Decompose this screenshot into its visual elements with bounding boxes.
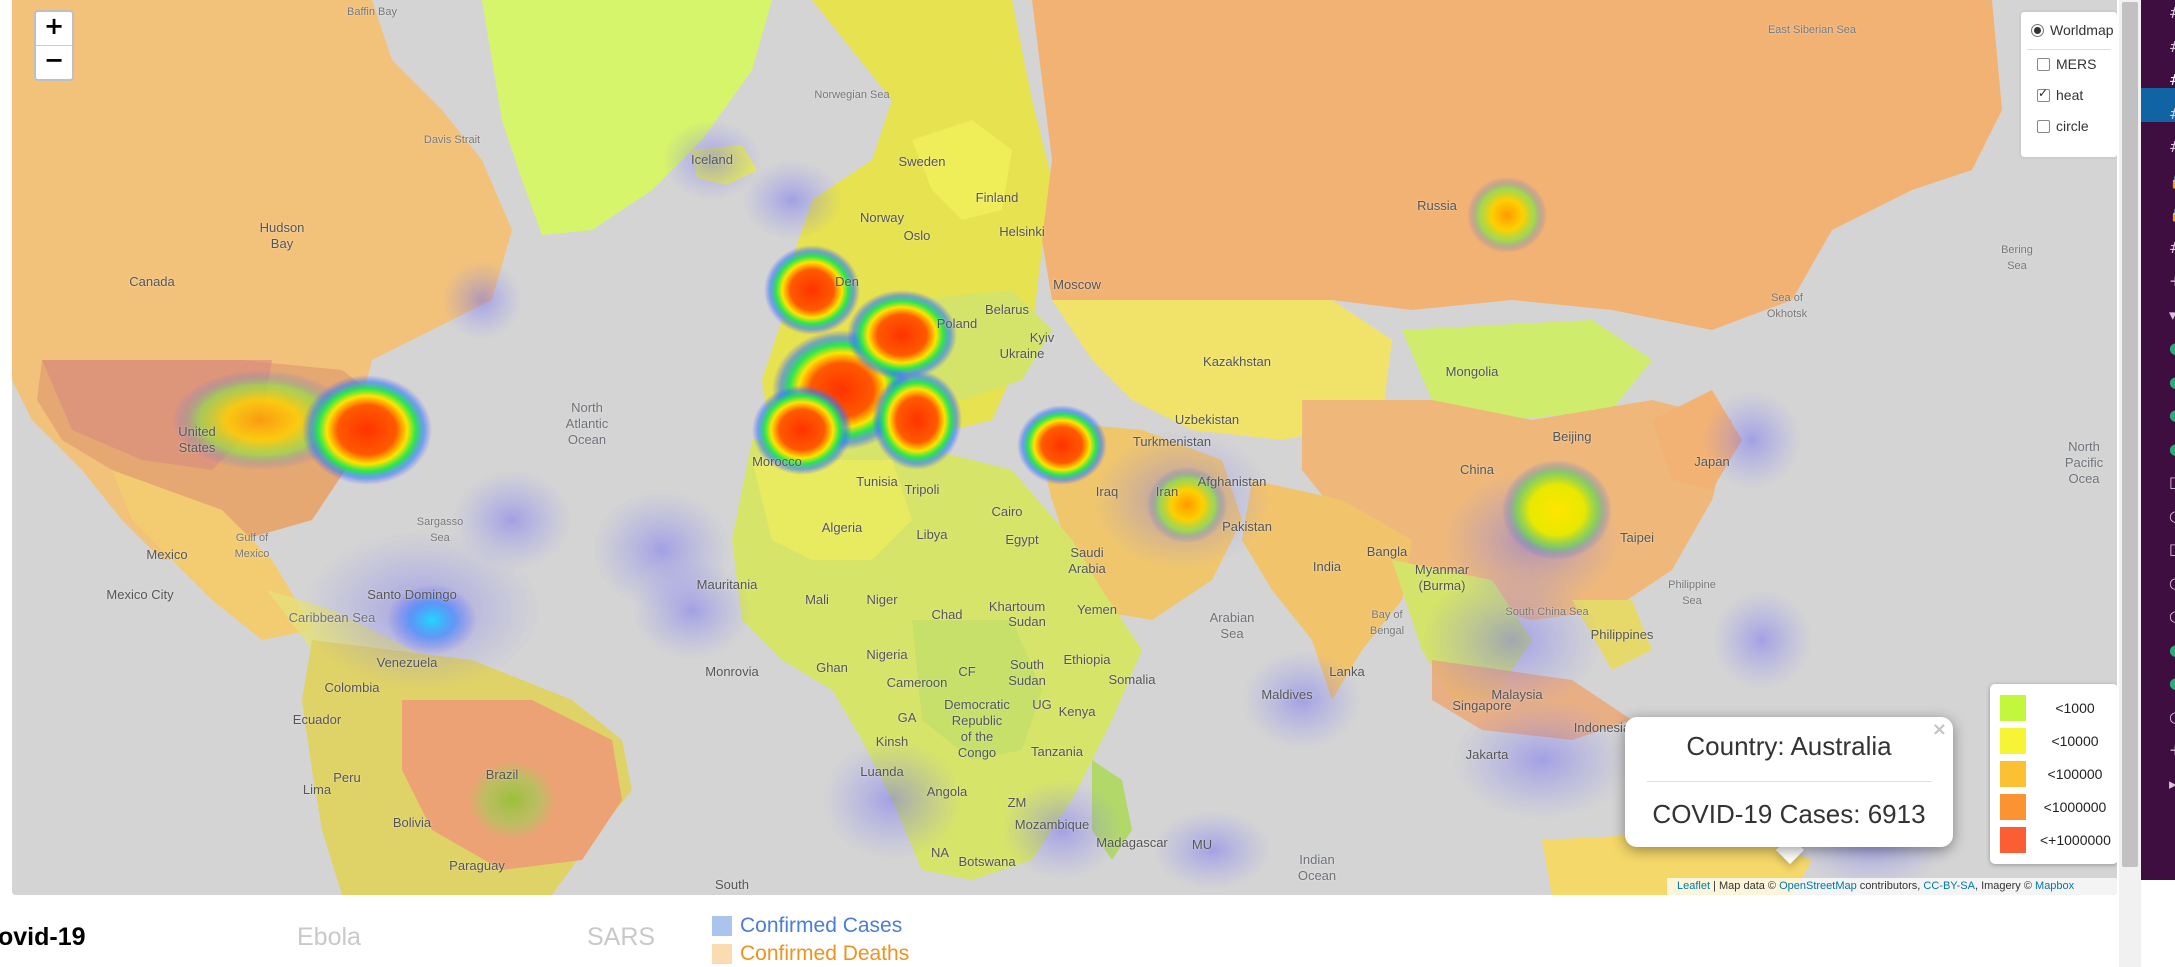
series-key-cases: Confirmed Cases — [712, 914, 902, 938]
legend-label: <+1000000 — [2040, 832, 2111, 848]
side-nav-icon[interactable]: 🔒 — [2169, 173, 2175, 189]
country-popup: × Country: Australia COVID-19 Cases: 691… — [1625, 717, 1953, 847]
series-label: Confirmed Cases — [740, 914, 903, 937]
overlay-mers-label: MERS — [2056, 56, 2097, 72]
overlay-mers[interactable]: MERS — [2037, 56, 2096, 72]
side-nav-icon[interactable]: ○ — [2169, 709, 2175, 725]
side-nav-icon[interactable]: ○ — [2169, 508, 2175, 524]
tab-sars[interactable]: SARS — [587, 923, 656, 951]
side-nav-icon[interactable]: + — [2169, 743, 2175, 758]
side-nav-icon[interactable]: # — [2169, 6, 2175, 21]
legend-label: <1000 — [2055, 700, 2095, 716]
series-swatch — [712, 916, 732, 936]
series-key-deaths: Confirmed Deaths — [712, 942, 909, 966]
map-legend: <1000 <10000 <100000 <1000000 <+1000000 — [1990, 684, 2117, 864]
layer-control: Worldmap MERS heat circle — [2019, 10, 2117, 159]
leaflet-link[interactable]: Leaflet — [1677, 880, 1711, 892]
legend-item: <10000 — [2000, 728, 2110, 754]
side-nav-icon[interactable]: □ — [2169, 475, 2175, 490]
side-nav-icon[interactable]: # — [2169, 240, 2175, 256]
side-nav-icon[interactable]: ● — [2169, 408, 2175, 423]
side-nav-icon[interactable]: # — [2169, 140, 2175, 155]
side-nav-icon[interactable]: ● — [2169, 441, 2175, 457]
side-nav-icon[interactable]: ● — [2169, 374, 2175, 390]
layer-divider — [2027, 49, 2111, 50]
legend-item: <1000 — [2000, 695, 2110, 721]
side-nav-icon[interactable]: # — [2169, 73, 2175, 88]
legend-swatch — [2000, 728, 2026, 754]
series-swatch — [712, 944, 732, 964]
layer-worldmap[interactable]: Worldmap — [2031, 22, 2114, 38]
map-attribution: Leaflet | Map data © OpenStreetMap contr… — [1667, 878, 2117, 895]
legend-label: <10000 — [2051, 733, 2099, 749]
layer-worldmap-label: Worldmap — [2050, 22, 2114, 38]
zoom-control: + − — [34, 10, 74, 81]
checkbox-heat[interactable] — [2037, 86, 2050, 102]
side-nav-icon[interactable]: # — [2169, 106, 2175, 122]
series-label: Confirmed Deaths — [740, 942, 910, 965]
disease-tabs: ovid-19 Ebola SARS Confirmed Cases Confi… — [0, 905, 2115, 967]
legend-label: <1000000 — [2043, 799, 2107, 815]
popup-cases: COVID-19 Cases: 6913 — [1652, 799, 1926, 829]
attribution-text: | Map data © — [1710, 880, 1780, 892]
legend-item: <100000 — [2000, 761, 2110, 787]
side-nav-icon[interactable]: ○ — [2169, 575, 2175, 591]
mapbox-link[interactable]: Mapbox — [2035, 880, 2075, 892]
zoom-in-button[interactable]: + — [43, 12, 65, 40]
page-scrollbar[interactable] — [2119, 0, 2141, 967]
legend-swatch — [2000, 794, 2026, 820]
overlay-heat[interactable]: heat — [2037, 86, 2084, 103]
heat-hotspots — [172, 177, 1612, 840]
side-nav-icon[interactable]: ● — [2169, 676, 2175, 691]
side-nav-icon[interactable]: □ — [2169, 542, 2175, 557]
side-panel: # # # # # 🔒 🔒 # + ▾ ● ● ● ● □ ○ □ ○ ○ ● ● ○ + ▸ — [2141, 0, 2175, 880]
overlay-circle-label: circle — [2056, 118, 2089, 134]
legend-item: <+1000000 — [2000, 827, 2111, 853]
side-nav-icon[interactable]: ○ — [2169, 609, 2175, 624]
map-basemap — [12, 0, 2117, 895]
overlay-circle[interactable]: circle — [2037, 118, 2089, 134]
world-map[interactable]: Canada Hudson Bay Baffin Bay Davis Strait Un… — [12, 0, 2117, 895]
popup-divider — [1647, 781, 1931, 782]
side-nav-icon[interactable]: + — [2169, 274, 2175, 289]
osm-link[interactable]: OpenStreetMap — [1779, 880, 1857, 892]
legend-label: <100000 — [2047, 766, 2103, 782]
side-nav-icon[interactable]: ● — [2169, 341, 2175, 356]
license-link[interactable]: CC-BY-SA — [1923, 880, 1975, 892]
checkbox-mers[interactable] — [2037, 57, 2050, 71]
side-active-item[interactable] — [2141, 88, 2175, 122]
legend-swatch — [2000, 761, 2026, 787]
close-icon[interactable]: × — [1931, 719, 1947, 740]
side-nav-icon[interactable]: ▸ — [2169, 774, 2175, 793]
popup-country: Country: Australia — [1686, 731, 1892, 761]
scrollbar-thumb[interactable] — [2122, 2, 2138, 867]
side-nav-icon[interactable]: ▾ — [2169, 305, 2175, 324]
radio-icon[interactable] — [2031, 23, 2044, 37]
legend-swatch — [2000, 695, 2026, 721]
side-nav-icon[interactable]: 🔒 — [2169, 207, 2175, 222]
legend-swatch — [2000, 827, 2026, 853]
tab-covid-19[interactable]: ovid-19 — [0, 923, 86, 951]
zoom-out-button[interactable]: − — [36, 45, 72, 79]
attribution-text: , Imagery © — [1974, 880, 2036, 892]
tab-ebola[interactable]: Ebola — [297, 923, 361, 951]
side-nav-icon[interactable]: # — [2169, 39, 2175, 55]
checkbox-circle[interactable] — [2037, 119, 2050, 133]
legend-item: <1000000 — [2000, 794, 2110, 820]
attribution-text: contributors, — [1856, 880, 1924, 892]
overlay-heat-label: heat — [2056, 87, 2084, 103]
side-nav-icon[interactable]: ● — [2169, 642, 2175, 658]
